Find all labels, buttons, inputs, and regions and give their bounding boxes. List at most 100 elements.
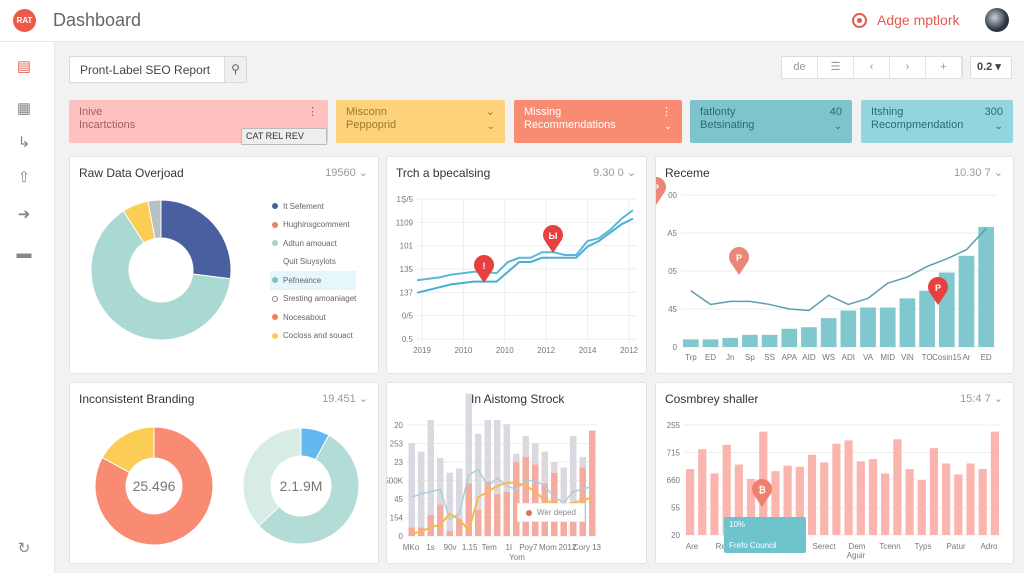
y-tick-label: 0 bbox=[399, 532, 404, 541]
bar bbox=[795, 466, 804, 535]
chart-tooltip: 10% Frefo Council bbox=[724, 517, 806, 553]
legend-label: Cocloss and souact bbox=[283, 331, 353, 341]
legend-item[interactable]: Pefneance bbox=[270, 271, 357, 290]
bar-segment bbox=[408, 443, 415, 528]
panel-title: Raw Data Overjoad bbox=[79, 166, 184, 180]
y-tick-label: 1Ş/5 bbox=[397, 195, 414, 204]
kpi-card[interactable]: fatlonty Betsinating 40 ⌄ bbox=[690, 100, 852, 143]
kpi-card[interactable]: Missing Recommendations ⋮ ⌄ bbox=[514, 100, 682, 143]
bar bbox=[801, 327, 817, 347]
x-tick-label: AID bbox=[802, 353, 816, 362]
x-tick-label: 2019 bbox=[413, 346, 431, 355]
bar-segment bbox=[522, 456, 529, 536]
clipboard-icon[interactable]: ▤ bbox=[16, 58, 32, 75]
legend-item[interactable]: Sresting amoaniaget bbox=[270, 290, 356, 309]
x-tick-label: Trp bbox=[685, 353, 697, 362]
search-icon[interactable]: ⚲ bbox=[224, 57, 246, 82]
x-tick-label: Serect bbox=[812, 542, 836, 551]
panel-receme: Receme 10.30 7 ⌄ 00 A5 05 45 0 Trp ED Jn Sp SS APA… bbox=[655, 156, 1014, 374]
chevron-down-icon[interactable]: ⌄ bbox=[994, 121, 1003, 132]
y-tick-label: 1109 bbox=[396, 218, 414, 227]
panel-raw-data-overload: Raw Data Overjoad 19560 ⌄ It Sefement Hug… bbox=[69, 156, 379, 374]
bar-segment bbox=[579, 456, 586, 468]
y-tick-label: 715 bbox=[667, 449, 681, 458]
next-button[interactable]: › bbox=[890, 57, 926, 78]
bar bbox=[840, 310, 857, 347]
chevron-down-icon[interactable]: ⌄ bbox=[663, 121, 672, 132]
route-icon[interactable]: ↳ bbox=[17, 134, 31, 151]
bar-segment bbox=[494, 420, 501, 494]
panel-value-dropdown[interactable]: 10.30 7 ⌄ bbox=[954, 167, 1003, 179]
chevron-down-icon[interactable]: ⌄ bbox=[833, 121, 842, 132]
x-tick-label: 90v bbox=[444, 543, 457, 552]
map-pin-marker bbox=[752, 479, 772, 507]
bar-segment bbox=[560, 514, 567, 536]
user-menu[interactable]: Adge mptlork bbox=[852, 12, 959, 28]
x-tick-label: ADI bbox=[842, 353, 855, 362]
bar bbox=[881, 473, 890, 535]
arrow-right-icon[interactable]: ➜ bbox=[17, 206, 31, 223]
table-icon[interactable]: ▦ bbox=[16, 100, 32, 117]
bar bbox=[868, 459, 878, 535]
zoom-select[interactable]: 0.2 ▾ bbox=[970, 56, 1012, 79]
kpi-card[interactable]: Inive Incartctions ⋮ CAT REL REV bbox=[69, 100, 328, 145]
briefcase-icon[interactable]: ▬ bbox=[16, 245, 32, 262]
panel-value-dropdown[interactable]: 15:4 7 ⌄ bbox=[960, 393, 1003, 405]
y-tick-label: 660 bbox=[667, 476, 681, 485]
legend-item[interactable]: Nocesabout bbox=[270, 308, 356, 327]
donut-slice bbox=[101, 426, 155, 474]
x-tick-label: 1.15 bbox=[462, 543, 478, 552]
legend-item[interactable]: Quit Siuysylots bbox=[270, 253, 356, 272]
legend-item[interactable]: Adtun amouact bbox=[270, 234, 356, 253]
target-icon bbox=[852, 12, 867, 28]
x-tick-label: TO bbox=[922, 353, 933, 362]
avatar[interactable] bbox=[985, 8, 1009, 32]
x-tick-label: Dem bbox=[849, 542, 866, 551]
donut-center-label: 2.1.9M bbox=[280, 478, 323, 494]
panel-value-dropdown[interactable]: 19560 ⌄ bbox=[325, 167, 368, 179]
bar-segment bbox=[570, 435, 577, 505]
bar bbox=[942, 463, 951, 535]
previous-button[interactable]: ‹ bbox=[854, 57, 890, 78]
kpi-card[interactable]: Itshing Recompmendation 300 ⌄ bbox=[861, 100, 1013, 143]
x-tick-label: Patur bbox=[946, 542, 965, 551]
x-tick-label: 2012 bbox=[559, 543, 577, 552]
panel-value-dropdown[interactable]: 19.451 ⌄ bbox=[322, 393, 368, 405]
y-tick-label: 0.5 bbox=[402, 335, 414, 344]
app-logo[interactable]: RAT bbox=[13, 9, 36, 32]
panel-value-dropdown[interactable]: 9.30 0 ⌄ bbox=[593, 167, 636, 179]
legend-dot bbox=[272, 203, 278, 210]
toolbar-button-de[interactable]: de bbox=[782, 57, 818, 78]
bar bbox=[783, 465, 792, 535]
donut-chart-left: 25.496 2.1.9M bbox=[94, 426, 360, 546]
x-tick-label: 2010 bbox=[455, 346, 473, 355]
kpi-value: 300 bbox=[984, 106, 1003, 118]
bar bbox=[966, 463, 975, 535]
legend-item[interactable]: It Sefement bbox=[270, 197, 356, 216]
donut-slice bbox=[258, 434, 360, 545]
search-input[interactable] bbox=[70, 57, 220, 82]
bar-segment bbox=[503, 491, 510, 536]
upload-icon[interactable]: ⇧ bbox=[17, 169, 31, 186]
x-tick-label: Ar bbox=[962, 353, 970, 362]
legend-dot bbox=[272, 332, 278, 339]
bar-segment bbox=[446, 472, 453, 531]
line-series bbox=[416, 217, 634, 294]
line-chart: 1Ş/5 1109 101 135 137 0/5 0.5 2019 2010 2010 2012 2… bbox=[396, 195, 639, 355]
y-tick-label: 255 bbox=[667, 421, 681, 430]
y-tick-label: 45 bbox=[668, 305, 677, 314]
bar bbox=[746, 478, 756, 535]
legend-item[interactable]: Cocloss and souact bbox=[270, 327, 356, 346]
legend-item[interactable]: Hughinsgcomment bbox=[270, 216, 356, 235]
panel-title: In Aistomg Strock bbox=[471, 392, 565, 406]
kpi-card[interactable]: Misconn Peppoprid ⌄ ⌄ bbox=[336, 100, 505, 143]
bar bbox=[844, 440, 853, 535]
refresh-icon[interactable]: ↻ bbox=[17, 540, 31, 557]
list-view-button[interactable]: ☰ bbox=[818, 57, 854, 78]
bar-segment bbox=[589, 430, 596, 536]
add-button[interactable]: + bbox=[926, 57, 962, 78]
x-tick-label: Cosin15 bbox=[932, 353, 962, 362]
panel-title: Trch a bpecalsing bbox=[396, 166, 491, 180]
bar-segment bbox=[484, 420, 491, 482]
chevron-down-icon[interactable]: ⌄ bbox=[486, 121, 495, 132]
